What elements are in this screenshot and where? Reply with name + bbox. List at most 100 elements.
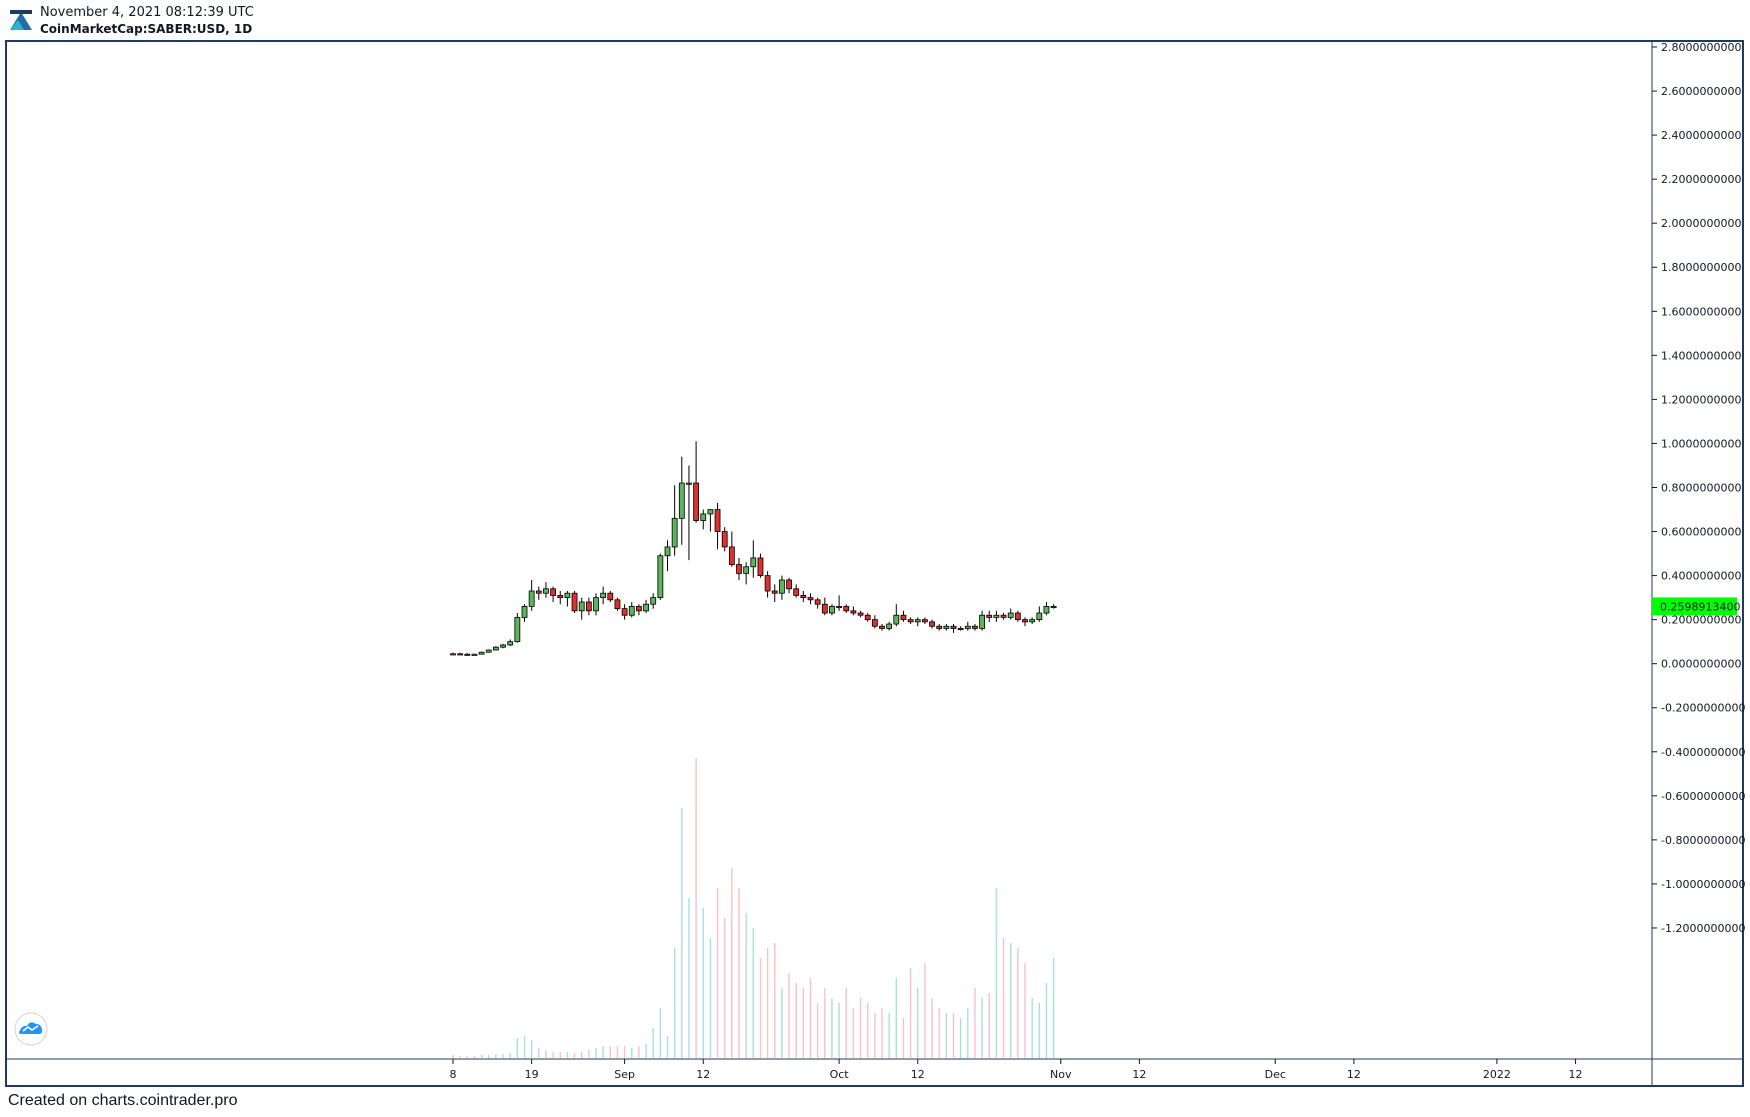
candle-body: [450, 653, 456, 656]
volume-bar: [974, 988, 976, 1058]
volume-bar: [895, 978, 897, 1058]
volume-bar: [602, 1046, 604, 1058]
volume-bar: [609, 1046, 611, 1058]
volume-bar: [552, 1052, 554, 1058]
time-tick-label: 12: [1347, 1068, 1361, 1081]
volume-bar: [473, 1056, 476, 1058]
volume-bar: [495, 1054, 497, 1058]
volume-bar: [523, 1036, 526, 1058]
volume-bar: [673, 948, 676, 1058]
candle-body: [1022, 619, 1028, 623]
volume-bar: [981, 998, 983, 1058]
volume-bar: [759, 958, 762, 1058]
candle-body: [714, 509, 721, 532]
chart-header: November 4, 2021 08:12:39 UTC CoinMarket…: [0, 0, 1750, 40]
price-tick-label: 1.8000000000: [1661, 261, 1741, 274]
price-tick-label: -0.6000000000: [1661, 790, 1745, 803]
candle-body: [993, 614, 1000, 618]
candle-body: [922, 619, 928, 623]
volume-bar: [645, 1044, 647, 1058]
time-tick-label: 19: [525, 1068, 539, 1081]
price-tick-label: 0.8000000000: [1661, 481, 1741, 494]
volume-bar: [559, 1052, 561, 1058]
price-tick-label: 0.2000000000: [1661, 614, 1741, 627]
candle-body: [678, 482, 685, 519]
candle-body: [736, 564, 742, 574]
candle-body: [700, 513, 707, 521]
time-tick-label: Dec: [1265, 1068, 1286, 1081]
price-tick-label: -0.8000000000: [1661, 834, 1745, 847]
candle-body: [614, 599, 621, 610]
candle-body: [929, 621, 935, 627]
candle-body: [557, 595, 564, 599]
price-tick-label: -0.4000000000: [1661, 746, 1745, 759]
volume-bar: [752, 928, 754, 1058]
price-tick-label: 2.6000000000: [1661, 85, 1741, 98]
volume-bar: [1024, 963, 1026, 1058]
candle-body: [1007, 612, 1014, 618]
time-tick-label: Nov: [1050, 1068, 1072, 1081]
candle-body: [607, 592, 614, 601]
volume-bar: [816, 1003, 819, 1058]
volume-bar: [488, 1055, 490, 1058]
candle-body: [721, 531, 728, 548]
volume-bar: [952, 1013, 955, 1058]
candle-body: [829, 606, 835, 614]
candle-body: [521, 606, 528, 618]
volume-bar: [902, 1018, 905, 1058]
volume-bar: [831, 998, 833, 1058]
volume-bar: [566, 1052, 569, 1058]
candle-body: [707, 509, 714, 515]
candle-body: [1000, 614, 1007, 618]
tradingview-cloud-icon[interactable]: [14, 1012, 48, 1046]
candle-body: [657, 555, 664, 599]
candle-body: [457, 653, 464, 656]
volume-bar: [681, 808, 683, 1058]
candle-body: [943, 625, 950, 629]
volume-bar: [1038, 1003, 1040, 1058]
candle-body: [664, 546, 671, 557]
time-axis[interactable]: 8 19 Sep 12 Oct 12 Nov 12 Dec 12 2022 12: [450, 1059, 1583, 1081]
volume-bar: [802, 988, 805, 1058]
candle-body: [836, 606, 842, 609]
candle-body: [492, 646, 499, 651]
price-tick-label: 0.4000000000: [1661, 570, 1741, 583]
volume-bar: [702, 908, 704, 1058]
candle-body: [550, 588, 556, 596]
candle-body: [900, 614, 907, 621]
candle-body: [643, 603, 649, 612]
candle-body: [793, 588, 800, 596]
candle-body: [571, 592, 578, 612]
volume-bar: [545, 1050, 547, 1058]
price-tick-label: 1.0000000000: [1661, 437, 1741, 450]
volume-bar: [809, 978, 812, 1058]
volume-bar: [659, 1008, 662, 1058]
price-tick-label: 1.6000000000: [1661, 305, 1741, 318]
volume-bar: [888, 1013, 890, 1058]
volume-bar: [852, 1008, 855, 1058]
price-tick-label: 2.4000000000: [1661, 129, 1741, 142]
price-tick-label: 2.8000000000: [1661, 41, 1741, 54]
candle-body: [972, 625, 978, 629]
volume-bar: [731, 868, 733, 1058]
candle-body: [686, 482, 692, 485]
price-tick-label: -0.2000000000: [1661, 702, 1745, 715]
volume-bar: [967, 1008, 969, 1058]
volume-bar: [931, 998, 933, 1058]
volume-bar: [795, 983, 797, 1058]
candle-body: [879, 625, 885, 629]
volume-bar: [781, 988, 783, 1058]
volume-bar: [623, 1046, 626, 1058]
volume-bar: [766, 948, 769, 1058]
candle-body: [593, 597, 599, 612]
volume-bar: [1002, 938, 1005, 1058]
candle-body: [671, 517, 678, 548]
candle-body: [728, 546, 735, 565]
volume-bar: [459, 1056, 461, 1058]
candle-body: [478, 651, 485, 655]
price-axis[interactable]: 2.8000000000 2.6000000000 2.4000000000 2.20…: [1652, 41, 1745, 935]
price-tick-label: 2.2000000000: [1661, 173, 1741, 186]
candle-body: [764, 575, 771, 592]
volume-bar: [988, 993, 990, 1058]
